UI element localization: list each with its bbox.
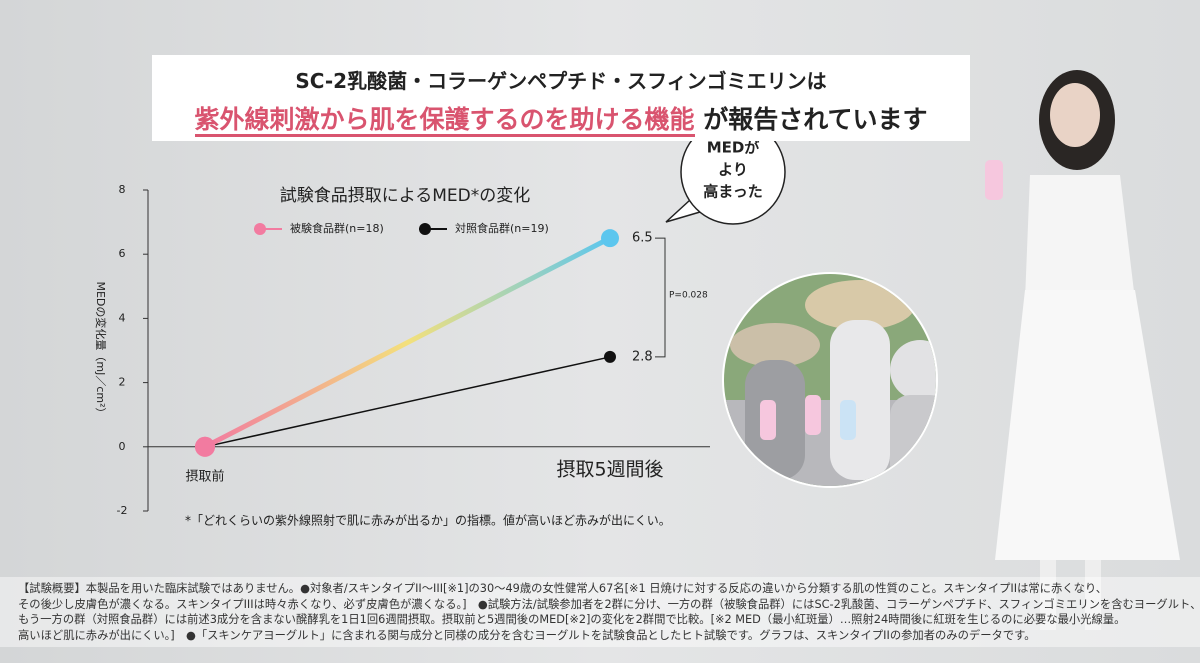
chart-title: 試験食品摂取によるMED*の変化 <box>280 186 531 206</box>
y-tick-label: 4 <box>119 311 126 324</box>
series-line <box>204 356 611 448</box>
disclaimer-line: 【試験概要】本製品を用いた臨床試験ではありません。●対象者/スキンタイプII〜I… <box>18 582 1108 595</box>
bracket <box>655 237 666 358</box>
legend-marker <box>254 223 266 235</box>
legend-label: 被験食品群(n=18) <box>290 221 384 235</box>
callout-text: より <box>718 161 748 179</box>
x-tick-label: 摂取5週間後 <box>556 459 663 481</box>
headline: SC-2乳酸菌・コラーゲンペプチド・スフィンゴミエリンは <box>295 69 827 93</box>
legend-label: 対照食品群(n=19) <box>455 221 549 235</box>
annotation: P=0.028 <box>669 291 708 301</box>
disclaimer-line: その後少し皮膚色が濃くなる。スキンタイプIIIは時々赤くなり、必ず皮膚色が濃くな… <box>18 597 1200 611</box>
callout-text: 高まった <box>703 183 762 201</box>
y-tick-label: -2 <box>117 504 128 517</box>
data-label: 2.8 <box>632 349 653 364</box>
headline-highlight: 紫外線刺激から肌を保護するのを助ける機能 <box>194 105 695 137</box>
callout-text: MEDが <box>707 139 761 157</box>
data-point <box>195 436 215 457</box>
woman <box>985 70 1180 630</box>
headline: 紫外線刺激から肌を保護するのを助ける機能 が報告されています <box>152 100 970 137</box>
series-line <box>203 235 612 450</box>
photo <box>722 272 938 488</box>
y-tick-label: 6 <box>119 247 126 260</box>
legend-marker <box>419 223 431 235</box>
headline: が報告されています <box>703 105 928 134</box>
y-tick-label: 2 <box>119 376 126 389</box>
data-point <box>601 229 619 248</box>
headline-box: SC-2乳酸菌・コラーゲンペプチド・スフィンゴミエリンは 紫外線刺激から肌を保護… <box>152 55 970 141</box>
disclaimer-line: 高いほど肌に赤みが出にくい。] ●「スキンケアヨーグルト」に含まれる関与成分と同… <box>18 628 1036 642</box>
y-tick-label: 8 <box>119 183 126 196</box>
data-label: 6.5 <box>632 231 653 246</box>
y-tick-label: 0 <box>119 440 126 453</box>
x-tick-label: 摂取前 <box>185 469 224 485</box>
y-axis-label: MEDの変化量（mJ／cm²） <box>94 281 108 418</box>
disclaimer-line: もう一方の群（対照食品群）には前述3成分を含まない醗酵乳を1日1回6週間摂取。摂… <box>18 613 1126 626</box>
footnote: *「どれくらいの紫外線照射で肌に赤みが出るか」の指標。値が高いほど赤みが出にくい… <box>185 513 671 528</box>
data-point <box>604 350 616 363</box>
disclaimer: 【試験概要】本製品を用いた臨床試験ではありません。●対象者/スキンタイプII〜I… <box>0 577 1200 647</box>
